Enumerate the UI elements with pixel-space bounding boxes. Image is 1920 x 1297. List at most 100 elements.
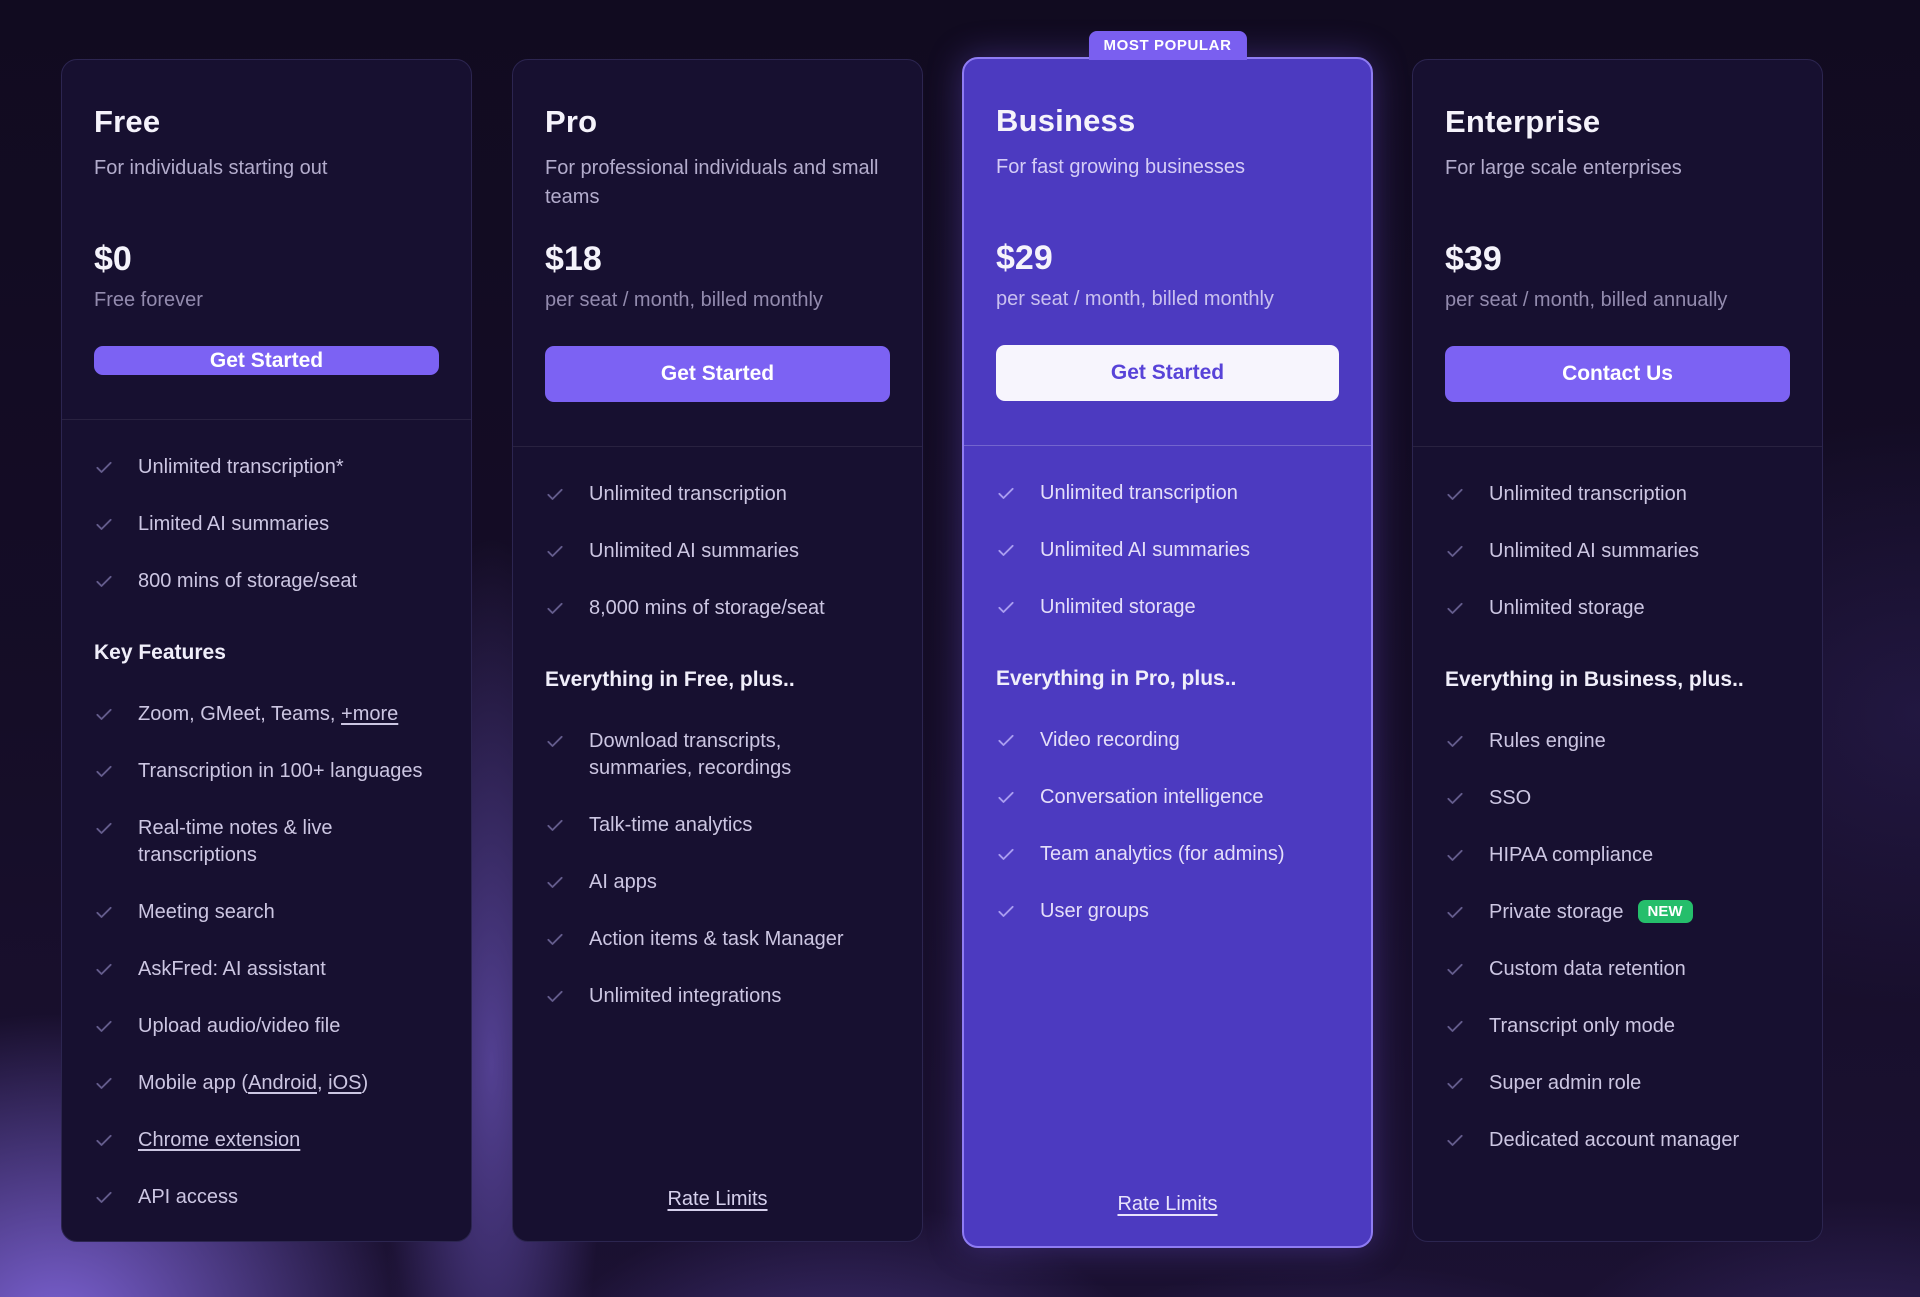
feature-item: Unlimited transcription	[545, 481, 890, 508]
check-icon	[94, 902, 114, 922]
rate-limits-link[interactable]: Rate Limits	[667, 1188, 768, 1210]
feature-item: AI apps	[545, 869, 890, 896]
check-icon	[94, 1130, 114, 1150]
feature-item: 8,000 mins of storage/seat	[545, 595, 890, 622]
feature-text-segment: Limited AI summaries	[138, 513, 330, 535]
feature-item: Unlimited storage	[1445, 595, 1790, 622]
plan-description: For individuals starting out	[94, 157, 328, 179]
plan-title: Business	[996, 103, 1136, 138]
feature-item: Transcription in 100+ languages	[94, 758, 439, 785]
get-started-button-free[interactable]: Get Started	[94, 346, 439, 375]
feature-text: Unlimited transcription	[589, 481, 787, 508]
check-icon	[996, 787, 1016, 807]
check-icon	[94, 514, 114, 534]
check-icon	[94, 959, 114, 979]
plan-price-note: per seat / month, billed annually	[1445, 289, 1728, 311]
feature-text: SSO	[1489, 785, 1531, 812]
get-started-button-business[interactable]: Get Started	[996, 345, 1339, 401]
check-icon	[94, 1073, 114, 1093]
feature-text: User groups	[1040, 898, 1149, 925]
feature-text-segment: Mobile app (	[138, 1072, 249, 1094]
pricing-plans: Free For individuals starting out $0 Fre…	[61, 31, 1823, 1248]
feature-text: Unlimited AI summaries	[1489, 538, 1699, 565]
check-icon	[1445, 1073, 1465, 1093]
feature-item: Mobile app (Android, iOS)	[94, 1070, 439, 1097]
feature-text-segment: HIPAA compliance	[1489, 844, 1654, 866]
feature-text-segment: Action items & task Manager	[589, 928, 844, 950]
feature-text: 800 mins of storage/seat	[138, 568, 357, 595]
contact-us-button[interactable]: Contact Us	[1445, 346, 1790, 402]
feature-list: Unlimited transcription Unlimited AI summ…	[1445, 447, 1790, 1154]
rate-limits-link[interactable]: Rate Limits	[1117, 1193, 1218, 1215]
check-icon	[94, 1187, 114, 1207]
feature-item: API access	[94, 1184, 439, 1211]
feature-text-segment: Super admin role	[1489, 1072, 1642, 1094]
check-icon	[1445, 845, 1465, 865]
plan-price-note: Free forever	[94, 289, 203, 311]
check-icon	[1445, 788, 1465, 808]
feature-item: Unlimited integrations	[545, 983, 890, 1010]
feature-link[interactable]: +more	[341, 703, 399, 725]
check-icon	[545, 929, 565, 949]
feature-item: Unlimited storage	[996, 594, 1339, 621]
feature-section-heading: Everything in Business, plus..	[1445, 668, 1744, 691]
feature-item: Unlimited transcription*	[94, 454, 439, 481]
plan-price: $18	[545, 240, 602, 278]
get-started-button-pro[interactable]: Get Started	[545, 346, 890, 402]
check-icon	[545, 872, 565, 892]
feature-item: Conversation intelligence	[996, 784, 1339, 811]
check-icon	[1445, 959, 1465, 979]
feature-section-heading: Everything in Free, plus..	[545, 668, 795, 691]
plan-card-enterprise: Enterprise For large scale enterprises $…	[1412, 59, 1823, 1242]
feature-item: Zoom, GMeet, Teams, +more	[94, 701, 439, 728]
check-icon	[545, 598, 565, 618]
check-icon	[996, 540, 1016, 560]
feature-text: Custom data retention	[1489, 956, 1686, 983]
feature-text: Download transcripts, summaries, recordi…	[589, 728, 890, 782]
check-icon	[1445, 541, 1465, 561]
feature-item: Unlimited transcription	[996, 480, 1339, 507]
feature-text: HIPAA compliance	[1489, 842, 1653, 869]
feature-text: AskFred: AI assistant	[138, 956, 326, 983]
check-icon	[1445, 484, 1465, 504]
feature-text: Unlimited transcription*	[138, 454, 344, 481]
check-icon	[1445, 598, 1465, 618]
feature-text-segment: Conversation intelligence	[1040, 786, 1264, 808]
feature-item: Super admin role	[1445, 1070, 1790, 1097]
check-icon	[94, 818, 114, 838]
feature-text: Rules engine	[1489, 728, 1606, 755]
feature-item: Rules engine	[1445, 728, 1790, 755]
check-icon	[996, 844, 1016, 864]
check-icon	[94, 704, 114, 724]
feature-link[interactable]: iOS	[328, 1072, 362, 1094]
feature-text: Super admin role	[1489, 1070, 1641, 1097]
feature-item: Upload audio/video file	[94, 1013, 439, 1040]
feature-text-segment: Private storage	[1489, 901, 1624, 923]
feature-text: Transcription in 100+ languages	[138, 758, 422, 785]
feature-text-segment: Unlimited AI summaries	[1489, 540, 1700, 562]
feature-text-segment: Unlimited transcription	[1040, 482, 1238, 504]
feature-text-segment: Talk-time analytics	[589, 814, 753, 836]
feature-text-segment: )	[361, 1072, 369, 1094]
feature-text-segment: Unlimited AI summaries	[589, 540, 800, 562]
check-icon	[94, 761, 114, 781]
feature-section-heading: Everything in Pro, plus..	[996, 667, 1237, 690]
feature-text-segment: Meeting search	[138, 901, 275, 923]
feature-text: Unlimited transcription	[1489, 481, 1687, 508]
plan-title: Free	[94, 104, 161, 139]
feature-text-segment: Real-time notes & live transcriptions	[138, 817, 333, 866]
plan-card-pro: Pro For professional individuals and sma…	[512, 59, 923, 1242]
feature-item: Video recording	[996, 727, 1339, 754]
feature-text-segment: Rules engine	[1489, 730, 1606, 752]
feature-list: Unlimited transcription Unlimited AI summ…	[996, 446, 1339, 925]
feature-text: Video recording	[1040, 727, 1180, 754]
feature-text: Unlimited integrations	[589, 983, 781, 1010]
feature-text: 8,000 mins of storage/seat	[589, 595, 825, 622]
feature-text-segment: Zoom, GMeet, Teams,	[138, 703, 342, 725]
feature-link[interactable]: Android	[248, 1072, 317, 1094]
plan-card-business: MOST POPULAR Business For fast growing b…	[962, 31, 1373, 1248]
feature-section-heading: Key Features	[94, 641, 226, 664]
feature-item: Real-time notes & live transcriptions	[94, 815, 439, 869]
check-icon	[1445, 731, 1465, 751]
feature-link[interactable]: Chrome extension	[138, 1129, 301, 1151]
